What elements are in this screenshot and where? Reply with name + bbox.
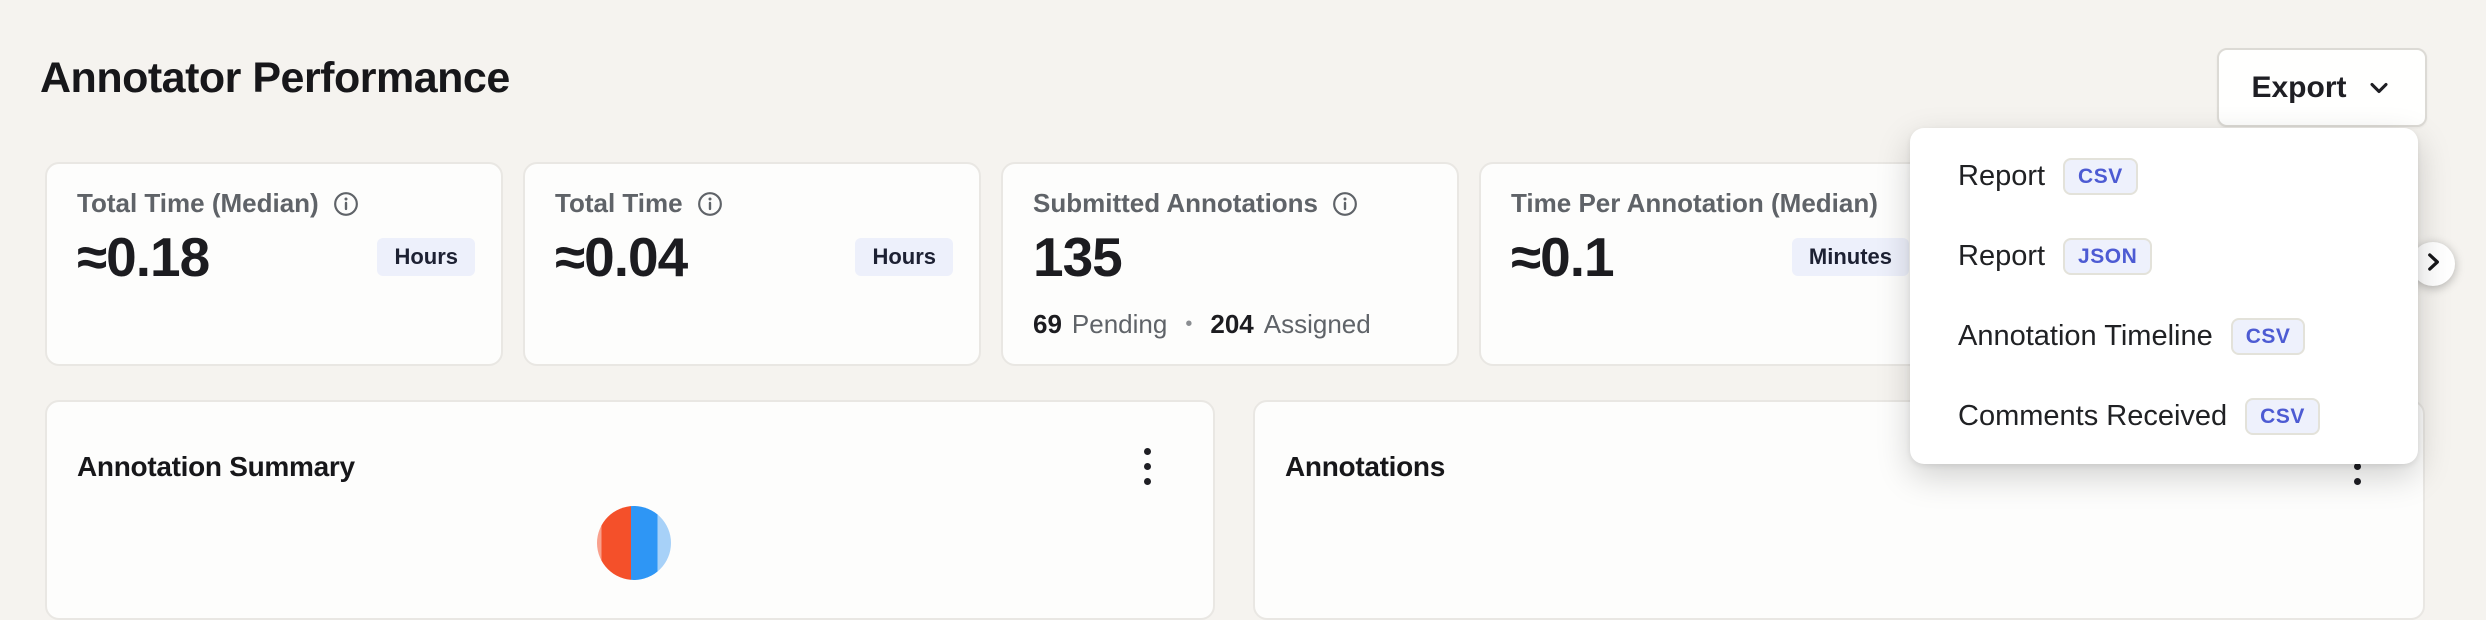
format-badge: CSV [2245, 397, 2320, 435]
format-badge: JSON [2063, 237, 2153, 275]
stat-value: ≈0.18 [77, 226, 210, 289]
menu-item-label: Annotation Timeline [1958, 319, 2213, 352]
pending-count: 69 [1033, 309, 1062, 339]
info-icon[interactable] [1332, 191, 1358, 217]
panel-title: Annotation Summary [77, 450, 355, 482]
pending-label: Pending [1071, 309, 1168, 339]
assigned-count: 204 [1210, 309, 1254, 339]
menu-item-comments-received-csv[interactable]: Comments Received CSV [1910, 376, 2418, 456]
assigned-label: Assigned [1263, 309, 1371, 339]
unit-badge: Hours [855, 238, 953, 277]
page-title: Annotator Performance [40, 54, 510, 102]
carousel-next-button[interactable] [2411, 242, 2455, 286]
chevron-right-icon [2420, 249, 2446, 280]
export-dropdown-menu: Report CSV Report JSON Annotation Timeli… [1910, 128, 2418, 464]
menu-item-label: Report [1958, 239, 2046, 272]
unit-badge: Hours [377, 238, 475, 277]
stat-label: Submitted Annotations [1033, 188, 1319, 218]
stat-card-total-time-median: Total Time (Median) ≈0.18 Hours [45, 162, 503, 366]
menu-item-report-json[interactable]: Report JSON [1910, 216, 2418, 296]
unit-badge: Minutes [1791, 238, 1909, 277]
stat-value: ≈0.04 [555, 226, 688, 289]
stat-label: Total Time (Median) [77, 188, 319, 218]
menu-item-label: Comments Received [1958, 399, 2228, 432]
stat-subtext: 69 Pending • 204 Assigned [1033, 309, 1431, 340]
stat-card-time-per-annotation: Time Per Annotation (Median) ≈0.1 Minute… [1479, 162, 1937, 366]
info-icon[interactable] [697, 191, 723, 217]
stat-label: Time Per Annotation (Median) [1511, 188, 1878, 218]
stat-value: 135 [1033, 226, 1123, 289]
panel-title: Annotations [1285, 450, 1446, 482]
stat-value: ≈0.1 [1511, 226, 1615, 289]
export-button[interactable]: Export [2217, 48, 2427, 127]
stat-card-total-time: Total Time ≈0.04 Hours [523, 162, 981, 366]
annotation-summary-panel: Annotation Summary [45, 400, 1215, 620]
stat-card-submitted-annotations: Submitted Annotations 135 69 Pending • 2… [1001, 162, 1459, 366]
menu-item-report-csv[interactable]: Report CSV [1910, 136, 2418, 216]
menu-item-annotation-timeline-csv[interactable]: Annotation Timeline CSV [1910, 296, 2418, 376]
dot-separator: • [1185, 313, 1193, 335]
format-badge: CSV [2230, 317, 2306, 355]
stat-label: Total Time [555, 188, 683, 218]
menu-item-label: Report [1958, 159, 2046, 192]
kebab-menu-icon[interactable] [1140, 444, 1155, 489]
format-badge: CSV [2063, 157, 2138, 195]
info-icon[interactable] [333, 191, 359, 217]
summary-pie-chart [597, 506, 671, 580]
chevron-down-icon [2365, 74, 2393, 102]
export-button-label: Export [2251, 70, 2347, 104]
